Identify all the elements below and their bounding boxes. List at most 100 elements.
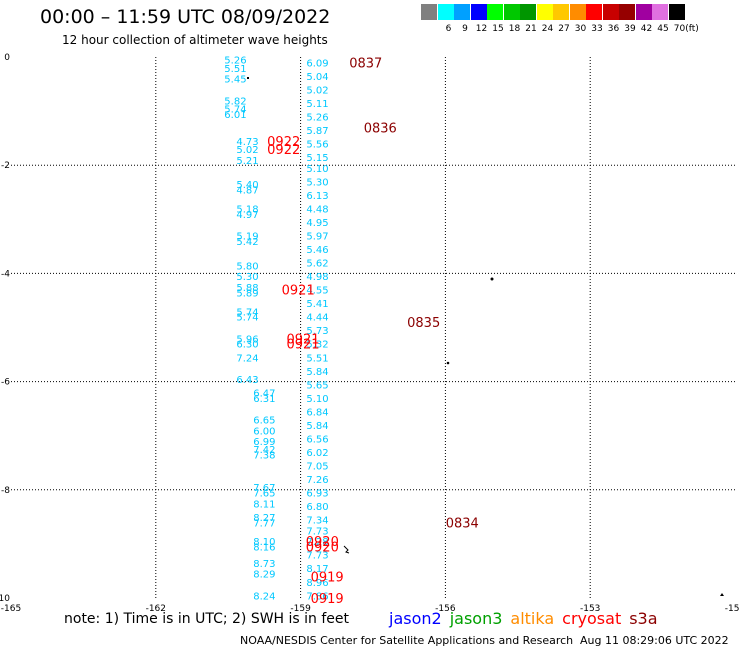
color-scale-label: 18 (508, 24, 521, 34)
wave-height-value: 5.19 (236, 232, 258, 243)
color-swatch (536, 4, 553, 20)
color-scale-label: 36 (607, 24, 620, 34)
pass-time-label: 0921 (282, 284, 315, 299)
longitude-tick-label: -159 (290, 604, 311, 614)
wave-height-value: 6.00 (253, 426, 275, 437)
wave-height-value: 6.99 (253, 437, 275, 448)
island-marker (247, 77, 249, 79)
wave-height-value: 8.29 (253, 570, 275, 581)
wave-height-value: 5.74 (224, 104, 246, 115)
color-swatch (652, 4, 668, 20)
island-marker (490, 277, 494, 281)
pass-time-label: 0920 (306, 535, 339, 550)
wave-height-value: 7.34 (306, 516, 328, 527)
pass-time-label: 0920 (306, 541, 339, 556)
wave-height-value: 7.65 (253, 489, 275, 500)
island-markers (247, 77, 724, 596)
wave-height-value: 5.45 (224, 75, 246, 86)
color-scale-label: 24 (541, 24, 554, 34)
color-swatch (454, 4, 470, 20)
wave-height-value: 5.88 (236, 283, 258, 294)
wave-height-value: 5.97 (306, 232, 328, 243)
footer-credit: NOAA/NESDIS Center for Satellite Applica… (240, 634, 574, 647)
color-swatch (635, 4, 652, 20)
wave-height-value: 6.30 (236, 340, 258, 351)
wave-height-value: 5.10 (306, 164, 328, 175)
map-grid (11, 57, 735, 598)
wave-height-value: 6.09 (306, 58, 328, 69)
color-swatch (668, 4, 685, 20)
color-swatch (553, 4, 569, 20)
pass-time-label: 0837 (349, 56, 382, 71)
wave-height-value: 4.48 (306, 204, 328, 215)
wave-height-value: 7.05 (306, 461, 328, 472)
wave-height-value: 5.42 (236, 237, 258, 248)
wave-height-value: 5.82 (224, 96, 246, 107)
color-swatch (437, 4, 454, 20)
wave-height-value: 6.47 (253, 388, 275, 399)
wave-height-value: 5.87 (306, 126, 328, 137)
longitude-tick-label: -153 (580, 604, 600, 614)
wave-height-value: 6.56 (306, 434, 328, 445)
wave-height-value: 5.02 (236, 145, 258, 156)
wave-height-value: 6.43 (236, 375, 258, 386)
chart-title: 00:00 – 11:59 UTC 08/09/2022 (40, 6, 331, 28)
island-marker (720, 593, 724, 596)
wave-height-value: 5.74 (236, 313, 258, 324)
color-scale-label: 39 (624, 24, 636, 34)
wave-height-value: 6.65 (253, 415, 275, 426)
wave-height-value: 5.10 (306, 394, 328, 405)
color-scale-label: 6 (445, 24, 452, 34)
wave-height-value: 8.73 (253, 559, 275, 570)
pass-time-label: 0922 (267, 135, 300, 150)
color-swatch (503, 4, 520, 20)
color-swatch (569, 4, 586, 20)
wave-height-value: 7.26 (306, 475, 328, 486)
color-scale-label: 27 (558, 24, 570, 34)
latitude-tick-label: -6 (1, 378, 10, 388)
pass-time-label: 0836 (364, 121, 397, 136)
color-scale-label: 12 (475, 24, 488, 34)
wave-height-value: 7.73 (306, 526, 328, 537)
color-swatch (470, 4, 487, 20)
wave-height-value: 5.30 (236, 272, 258, 283)
latitude-tick-label: -8 (1, 486, 10, 496)
wave-height-value: 5.51 (306, 353, 328, 364)
axis-ticks: -165 -162 -159 -156 -153 -150 0 -2 -4 -6 -8 -10 (0, 53, 740, 614)
wave-height-value: 7.28 (306, 537, 328, 548)
longitude-tick-label: -156 (435, 604, 456, 614)
wave-height-value: 5.11 (306, 99, 328, 110)
footer-note: note: 1) Time is in UTC; 2) SWH is in fe… (64, 611, 350, 627)
latitude-tick-label: -2 (1, 161, 10, 171)
wave-height-value: 5.96 (236, 334, 258, 345)
island-marker (343, 545, 350, 554)
wave-height-value: 5.02 (306, 85, 328, 96)
wave-height-value: 5.51 (224, 64, 246, 75)
color-scale-label: 9 (462, 24, 468, 34)
pass-time-label: 0834 (446, 516, 479, 531)
wave-height-value: 4.44 (306, 313, 328, 324)
satellite-legend-item: cryosat (562, 609, 622, 628)
island-marker (446, 361, 450, 365)
color-scale-label: 70 (673, 24, 686, 34)
wave-height-value: 6.01 (224, 110, 246, 121)
pass-time-label: 0835 (407, 316, 440, 331)
wave-height-value: 4.95 (306, 218, 328, 229)
wave-height-value: 7.38 (253, 451, 275, 462)
wave-height-value: 5.18 (236, 204, 258, 215)
color-scale-label: 45 (657, 24, 669, 34)
color-swatch (602, 4, 619, 20)
wave-height-value: 7.77 (253, 518, 275, 529)
color-swatch (421, 4, 437, 20)
wave-height-value: 5.74 (236, 307, 258, 318)
wave-height-value: 6.80 (306, 502, 328, 513)
wave-height-value: 4.97 (236, 210, 258, 221)
longitude-tick-label: -165 (1, 604, 21, 614)
wave-height-value: 4.98 (306, 272, 328, 283)
wave-height-value: 5.62 (306, 259, 328, 270)
wave-height-value: 6.93 (306, 489, 328, 500)
pass-time-label: 0919 (311, 570, 344, 585)
pass-time-label: 0919 (311, 592, 344, 607)
wave-height-value: 8.27 (253, 513, 275, 524)
wave-height-value: 5.04 (306, 72, 328, 83)
